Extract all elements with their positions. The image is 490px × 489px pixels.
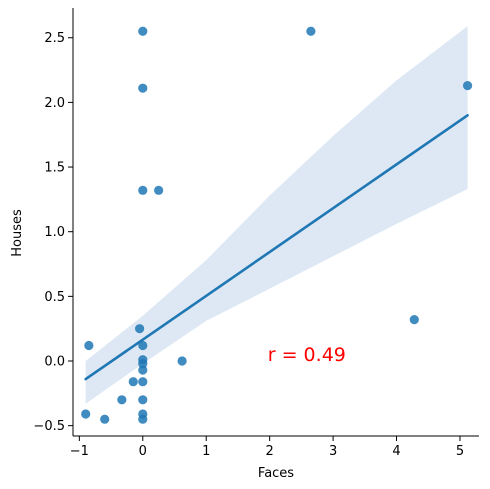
data-point [84, 340, 94, 351]
y-tick-label: 1.0 [44, 225, 65, 240]
data-point [117, 395, 127, 405]
data-point [177, 356, 187, 366]
data-point [138, 340, 148, 351]
x-tick-label: 4 [392, 444, 400, 459]
x-tick-label: 3 [329, 444, 337, 459]
x-tick-label: −1 [70, 444, 89, 459]
x-tick-label: 2 [266, 444, 274, 459]
x-tick-label: 1 [202, 444, 210, 459]
y-tick-label: 0.5 [44, 290, 65, 305]
data-point [462, 80, 473, 91]
data-point [100, 414, 110, 424]
x-tick-label: 5 [456, 444, 464, 459]
points-layer [81, 26, 473, 424]
y-axis-label: Houses [10, 209, 25, 257]
data-point [138, 26, 148, 36]
correlation-annotation: r = 0.49 [268, 344, 346, 366]
confidence-band [85, 26, 468, 404]
regression-line-layer [84, 114, 469, 381]
data-point [128, 377, 138, 387]
data-point [154, 185, 164, 195]
regression-line [84, 114, 469, 381]
x-axis-label: Faces [258, 466, 294, 481]
data-point [138, 185, 148, 195]
y-ticks: −0.5 0.0 0.5 1.0 1.5 2.0 2.5 [33, 31, 73, 434]
data-point [135, 324, 145, 334]
x-ticks: −1 0 1 2 3 4 5 [70, 436, 464, 459]
data-point [138, 377, 148, 387]
data-point [81, 409, 91, 419]
y-tick-label: −0.5 [33, 419, 65, 434]
data-point [138, 365, 148, 375]
data-point [138, 395, 148, 405]
data-point [409, 315, 419, 325]
data-point [138, 83, 148, 93]
x-tick-label: 0 [139, 444, 147, 459]
data-point [306, 26, 316, 36]
y-tick-label: 2.0 [44, 96, 65, 111]
axes [72, 8, 479, 437]
y-tick-label: 1.5 [44, 161, 65, 176]
y-tick-label: 2.5 [44, 31, 65, 46]
data-point [138, 358, 148, 369]
data-point [138, 414, 148, 424]
confidence-band-layer [85, 26, 468, 404]
y-tick-label: 0.0 [44, 355, 65, 370]
